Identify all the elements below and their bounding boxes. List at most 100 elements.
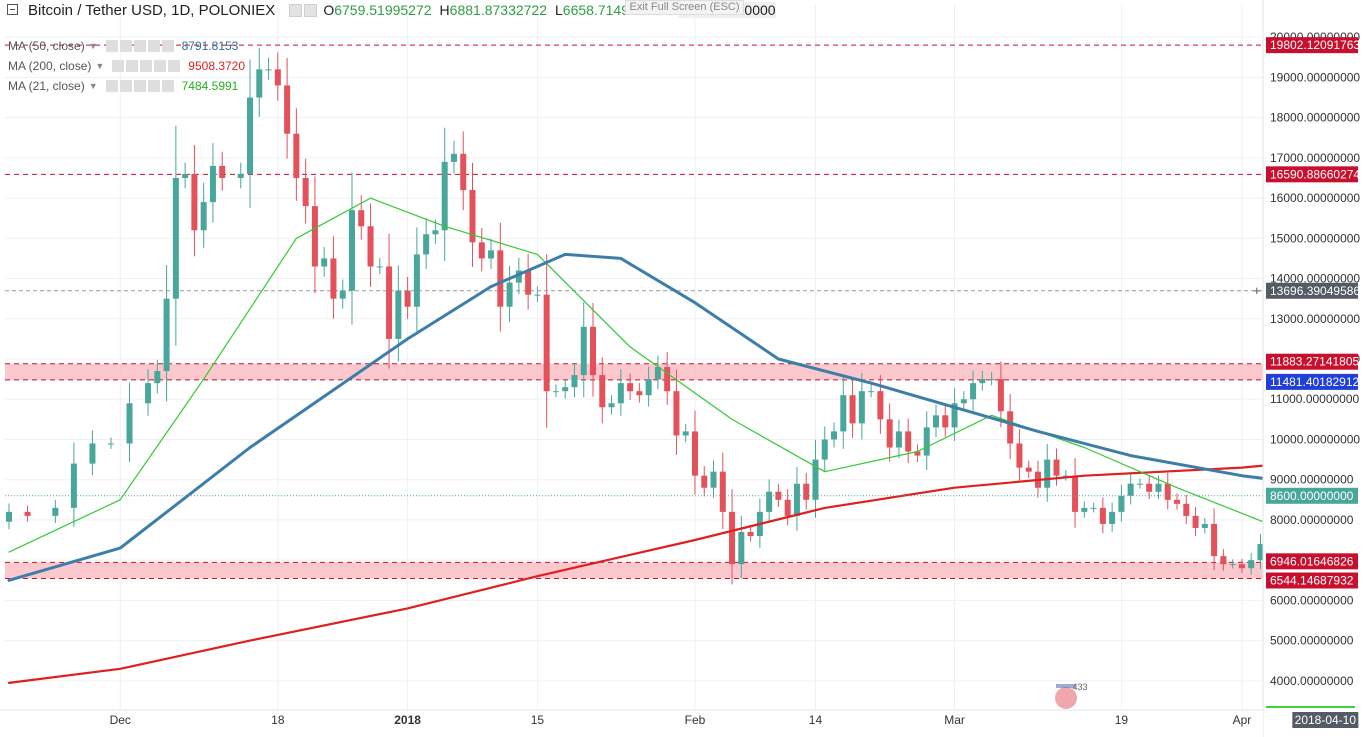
candle-body <box>450 153 457 162</box>
candle-body <box>497 250 504 307</box>
candle <box>1174 493 1181 510</box>
candle-body <box>895 431 902 448</box>
candle <box>608 395 615 415</box>
eye-icon[interactable] <box>289 3 303 17</box>
candle-body <box>608 403 615 408</box>
candle <box>1164 472 1171 510</box>
chevron-down-icon[interactable]: ▼ <box>95 61 105 71</box>
candle <box>1192 506 1199 537</box>
candle <box>441 127 448 262</box>
price-tick-label: 19000.00000000 <box>1270 70 1360 84</box>
candle-body <box>738 531 745 565</box>
candle <box>617 369 624 416</box>
indicator-ma200[interactable]: MA (200, close) ▼ 9508.3720 <box>8 57 245 75</box>
candle-body <box>664 367 671 392</box>
candle-body <box>543 294 550 392</box>
current-price-label: 8600.00000000 <box>1270 489 1354 503</box>
level-price-tag <box>1266 572 1358 589</box>
price-tick-label: 5000.00000000 <box>1270 634 1354 648</box>
candle <box>636 383 643 403</box>
ma200-line <box>7 455 1365 684</box>
candle <box>719 452 726 530</box>
candle <box>219 151 226 191</box>
settings-icon[interactable] <box>304 3 318 17</box>
candle <box>89 430 96 476</box>
candle-body <box>302 177 309 207</box>
indicator-controls <box>105 80 174 92</box>
candle-body <box>534 294 541 296</box>
candle-body <box>1016 443 1023 468</box>
candle-body <box>627 383 634 392</box>
candle-body <box>423 234 430 255</box>
price-tick-label: 8000.00000000 <box>1270 513 1354 527</box>
candle <box>933 404 939 437</box>
chevron-down-icon[interactable]: ▼ <box>88 41 98 51</box>
candle <box>1127 474 1134 505</box>
candle-body <box>284 85 291 134</box>
candle <box>1025 460 1032 478</box>
candle-body <box>488 250 495 259</box>
candle <box>979 370 986 391</box>
candle <box>469 162 476 267</box>
candle <box>1053 448 1060 486</box>
indicator-value: 9508.3720 <box>188 59 246 73</box>
candle-body <box>1146 483 1153 492</box>
candle-body <box>1072 475 1079 512</box>
level-price-tag <box>1266 553 1358 570</box>
candle <box>812 439 819 518</box>
candle <box>70 442 77 527</box>
candle <box>274 52 281 101</box>
candle <box>1257 533 1264 570</box>
candle-body <box>52 507 59 516</box>
indicator-ma21[interactable]: MA (21, close) ▼ 7484.5991 <box>8 77 238 95</box>
price-tick-label: 18000.00000000 <box>1270 111 1360 125</box>
indicator-value: 8791.8153 <box>181 39 239 53</box>
candle-body <box>849 395 856 424</box>
price-tick-label: 14000.00000000 <box>1270 272 1360 286</box>
candle <box>52 500 59 523</box>
candle <box>126 382 133 463</box>
exit-fullscreen-button[interactable]: Exit Full Screen (ESC) <box>625 0 744 15</box>
candle <box>960 391 967 411</box>
time-tick-label: 19 <box>1115 713 1129 727</box>
candle-body <box>24 511 31 516</box>
candle <box>645 366 652 407</box>
candle-body <box>311 206 318 267</box>
indicator-ma50[interactable]: MA (50, close) ▼ 8791.8153 <box>8 37 238 55</box>
candle <box>784 489 791 526</box>
candle-body <box>209 165 216 203</box>
candle <box>339 279 346 309</box>
candle <box>6 503 12 530</box>
candle-body <box>256 69 263 98</box>
candle-body <box>691 431 698 476</box>
time-tick-label: Mar <box>944 713 965 727</box>
time-tick-label: 2018 <box>394 713 421 727</box>
watermark-logo-stripe <box>1056 684 1076 688</box>
candle-body <box>172 177 179 299</box>
collapse-icon[interactable] <box>7 4 18 15</box>
candle-body <box>1081 507 1088 512</box>
candle <box>145 369 152 416</box>
candle-body <box>515 270 522 283</box>
candle <box>923 411 930 471</box>
candle <box>803 472 810 510</box>
ma50-line <box>7 252 1365 582</box>
chevron-down-icon[interactable]: ▼ <box>88 81 98 91</box>
candle-body <box>645 379 652 396</box>
candle <box>302 158 309 224</box>
candle <box>710 460 717 498</box>
candle-body <box>580 326 587 376</box>
candle-body <box>395 290 402 339</box>
candle <box>590 302 597 397</box>
support-zone <box>5 562 1263 579</box>
candle <box>895 419 902 459</box>
candle-body <box>376 266 383 268</box>
candle-body <box>358 210 365 227</box>
candle <box>599 357 606 424</box>
candle-body <box>1248 560 1255 569</box>
current-price-tag <box>1266 487 1358 504</box>
candle <box>348 172 355 325</box>
ma21-line <box>8 197 1365 553</box>
price-tick-label: 16000.00000000 <box>1270 191 1360 205</box>
